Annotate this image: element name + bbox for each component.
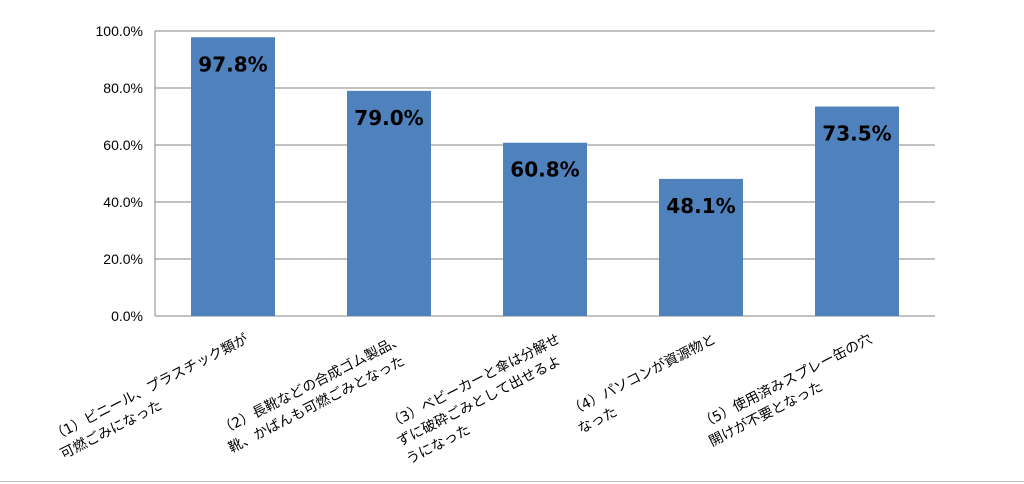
bar-3 — [503, 142, 587, 316]
bar-5 — [815, 106, 899, 317]
bottom-border — [0, 481, 1024, 482]
category-label-2: （2）長靴などの合成ゴム製品、靴、かばんも可燃ごみとなった — [217, 330, 408, 456]
data-label-1: 97.8% — [198, 52, 267, 76]
data-label-2: 79.0% — [354, 106, 423, 130]
y-axis-tick-labels: 0.0% 20.0% 40.0% 60.0% 80.0% 100.0% — [96, 23, 143, 324]
data-labels: 97.8% 79.0% 60.8% 48.1% 73.5% — [198, 52, 891, 218]
bar-1 — [191, 37, 275, 317]
y-tick-label: 80.0% — [103, 80, 143, 96]
y-tick-label: 60.0% — [103, 137, 143, 153]
data-label-4: 48.1% — [666, 194, 735, 218]
y-tick-label: 20.0% — [103, 251, 143, 267]
y-tick-label: 100.0% — [96, 23, 143, 39]
category-label-line: （5）使用済みスプレー缶の穴 — [697, 330, 875, 432]
bar-4 — [659, 178, 743, 316]
bars — [191, 37, 899, 317]
category-label-line: （4）パソコンが資源物と — [566, 331, 718, 419]
category-label-line: 靴、かばんも可燃ごみとなった — [226, 352, 408, 456]
y-tick-label: 40.0% — [103, 194, 143, 210]
y-tick-label: 0.0% — [111, 308, 143, 324]
category-label-line: （3）ベビーカーと傘は分解せ — [385, 331, 562, 432]
data-label-3: 60.8% — [510, 158, 579, 182]
data-label-5: 73.5% — [822, 122, 891, 146]
bar-2 — [347, 90, 431, 316]
